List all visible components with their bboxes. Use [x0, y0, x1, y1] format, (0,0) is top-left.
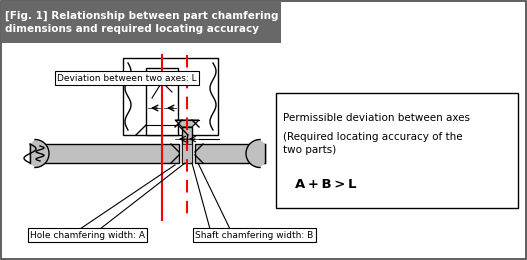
Polygon shape: [30, 140, 49, 167]
Bar: [146, 68, 178, 135]
Text: Hole chamfering width: A: Hole chamfering width: A: [30, 231, 145, 239]
Bar: [30, 144, 179, 163]
Text: Permissible deviation between axes: Permissible deviation between axes: [283, 113, 470, 123]
Bar: [276, 93, 518, 208]
Bar: [182, 127, 192, 163]
Text: Deviation between two axes: L: Deviation between two axes: L: [57, 74, 197, 82]
Bar: [1, 1, 281, 43]
Text: Shaft chamfering width: B: Shaft chamfering width: B: [195, 231, 313, 239]
Bar: [123, 58, 218, 135]
Bar: [195, 144, 265, 163]
Text: (Required locating accuracy of the
two parts): (Required locating accuracy of the two p…: [283, 132, 463, 155]
Text: [Fig. 1] Relationship between part chamfering
dimensions and required locating a: [Fig. 1] Relationship between part chamf…: [5, 10, 278, 34]
Polygon shape: [246, 140, 265, 167]
Text: A + B > L: A + B > L: [295, 178, 356, 191]
Polygon shape: [175, 120, 199, 127]
Bar: [182, 144, 192, 163]
